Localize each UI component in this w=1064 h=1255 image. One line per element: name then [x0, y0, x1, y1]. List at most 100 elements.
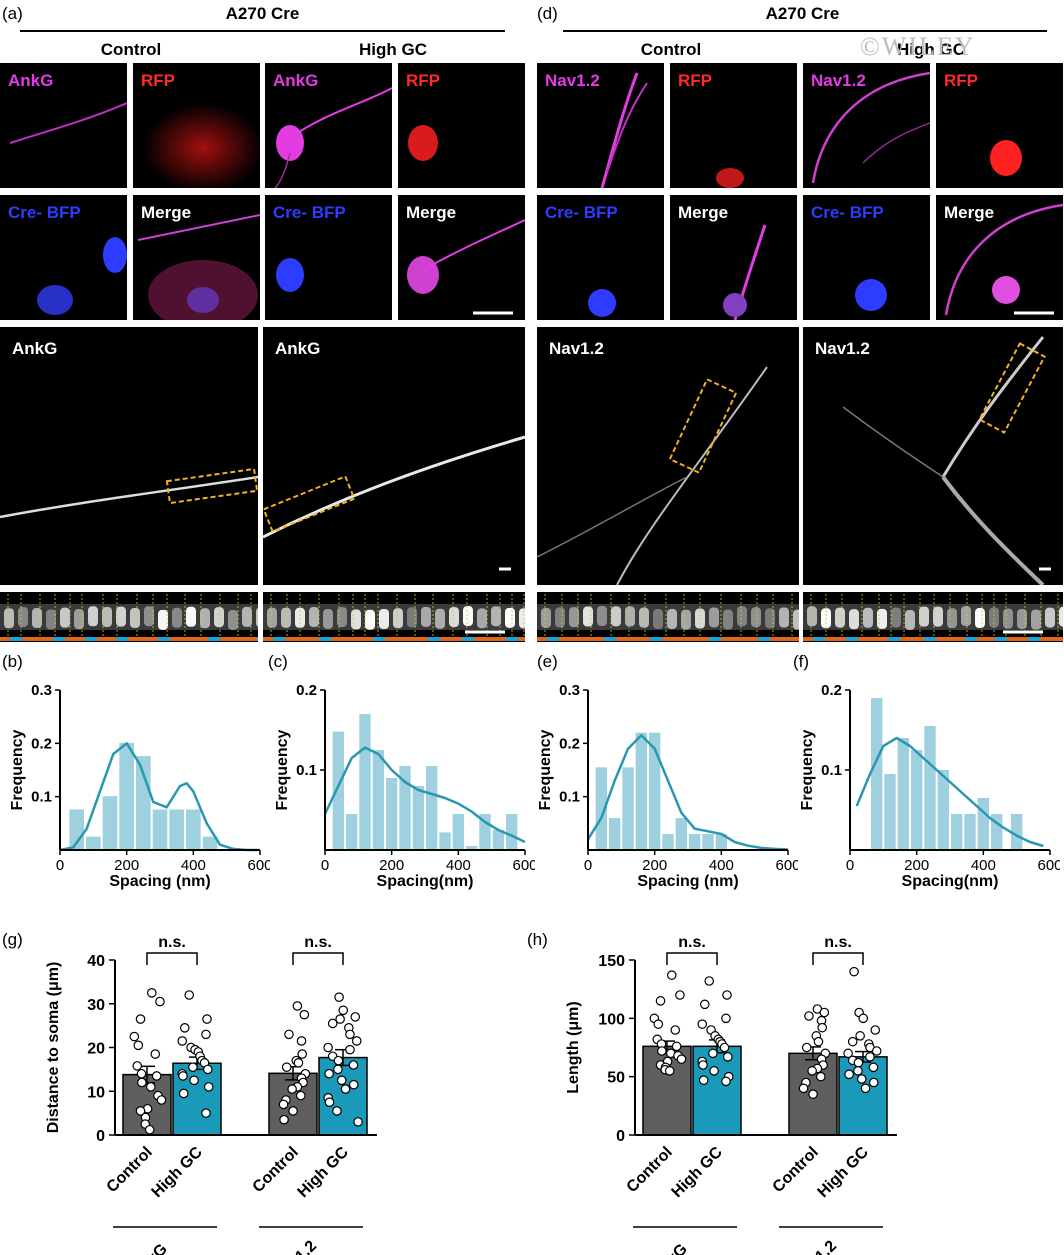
strip-blob — [323, 608, 333, 629]
strip-blob — [639, 607, 649, 628]
data-point — [155, 996, 165, 1007]
strip-baseline-mark — [888, 637, 900, 641]
strip-blob — [88, 606, 98, 627]
data-point — [708, 1048, 718, 1059]
data-point — [670, 1025, 681, 1035]
histogram-b: 0 200 400 600 0.1 0.2 0.3 Spacing (nm) Frequency — [9, 682, 270, 890]
histogram-bar — [102, 796, 118, 850]
data-point — [201, 1108, 211, 1118]
data-point — [323, 1042, 333, 1053]
data-point — [858, 1013, 869, 1024]
histogram-bar — [86, 836, 101, 850]
strip-blob — [186, 606, 196, 627]
data-point — [853, 1057, 864, 1068]
strip-blob — [667, 608, 677, 629]
data-point — [292, 1001, 303, 1011]
strip-blob — [863, 607, 873, 628]
sr-image-nav-control: Nav1.2 — [537, 327, 799, 585]
strip-baseline-mark — [965, 637, 977, 641]
data-point — [324, 1097, 335, 1107]
panel-label-e: (e) — [537, 652, 558, 671]
significance-label: n.s. — [678, 934, 706, 951]
tile-rfp-control-r: RFP — [670, 63, 797, 188]
strip-blob — [435, 608, 445, 629]
histogram-bar — [186, 809, 201, 850]
tile-merge-highgc-r: Merge — [936, 195, 1063, 320]
strip-blob — [891, 607, 901, 628]
significance-bracket — [146, 952, 198, 965]
significance-bracket — [292, 952, 344, 965]
x-tick-label: Control — [250, 1144, 302, 1196]
strip-nav-control — [537, 592, 799, 642]
data-point — [299, 1009, 310, 1020]
strip-blob — [947, 608, 957, 629]
strip-baseline-mark — [547, 637, 559, 641]
data-point — [664, 1066, 675, 1076]
tile-crebfp-highgc: Cre- BFP — [265, 195, 392, 320]
panel-label-f: (f) — [793, 652, 810, 671]
data-point — [697, 1019, 708, 1029]
histogram-bar — [359, 714, 371, 850]
histogram-bar — [662, 834, 674, 850]
data-point — [284, 1029, 294, 1040]
strip-blob — [46, 609, 56, 630]
strip-blob — [4, 608, 14, 629]
data-point — [132, 1061, 143, 1071]
data-point — [203, 1082, 214, 1092]
histogram-bar — [609, 818, 621, 850]
kde-curve — [855, 736, 1044, 848]
data-point — [666, 970, 677, 980]
data-point — [288, 1106, 298, 1116]
data-point — [144, 1124, 155, 1135]
strip-blob — [933, 606, 943, 627]
data-point — [333, 1064, 343, 1075]
x-tick-label: 200 — [642, 857, 667, 874]
histogram-bar — [924, 726, 936, 850]
strip-blob — [569, 607, 579, 628]
strip-baseline-mark — [208, 637, 220, 641]
data-point — [203, 1064, 213, 1075]
data-point — [819, 1007, 830, 1018]
histogram-bar — [202, 836, 218, 850]
group-label: Nav1.2 — [272, 1237, 321, 1255]
strip-baseline-mark — [53, 637, 65, 641]
histogram-bar — [439, 832, 451, 850]
strip-baseline-mark — [85, 637, 97, 641]
strip-baseline-mark — [319, 637, 331, 641]
histogram-bar — [506, 814, 518, 850]
strip-blob — [737, 606, 747, 627]
panel-label-d: (d) — [537, 4, 558, 23]
x-axis-label: Spacing (nm) — [109, 873, 210, 890]
strip-blob — [625, 606, 635, 627]
strip-baseline — [0, 637, 258, 641]
data-point — [699, 999, 710, 1010]
data-point — [807, 1066, 817, 1076]
data-point — [719, 1042, 730, 1053]
data-point — [671, 1041, 682, 1052]
data-point — [335, 1014, 345, 1024]
strip-baseline-mark — [257, 637, 258, 641]
data-point — [278, 1099, 289, 1110]
data-point — [327, 1018, 338, 1029]
y-tick-label: 0.1 — [821, 762, 842, 779]
y-tick-label: 0.1 — [559, 789, 580, 806]
strip-blob — [309, 607, 319, 628]
data-point — [334, 992, 344, 1002]
data-point — [709, 1066, 719, 1076]
data-point — [287, 1084, 297, 1094]
data-point — [657, 1046, 667, 1056]
data-point — [798, 1083, 809, 1094]
strip-baseline-mark — [10, 637, 22, 641]
data-point — [324, 1068, 334, 1079]
strip-baseline-mark — [1028, 637, 1040, 641]
group-label: Nav1.2 — [792, 1237, 841, 1255]
histogram-bar — [372, 750, 384, 850]
data-point — [870, 1025, 881, 1035]
data-point — [135, 1106, 146, 1116]
histogram-bar — [136, 756, 151, 850]
tile-nav-highgc: Nav1.2 — [803, 63, 930, 188]
strip-blob — [541, 607, 551, 628]
data-point — [871, 1046, 882, 1056]
left-group-highgc: High GC — [359, 40, 427, 59]
